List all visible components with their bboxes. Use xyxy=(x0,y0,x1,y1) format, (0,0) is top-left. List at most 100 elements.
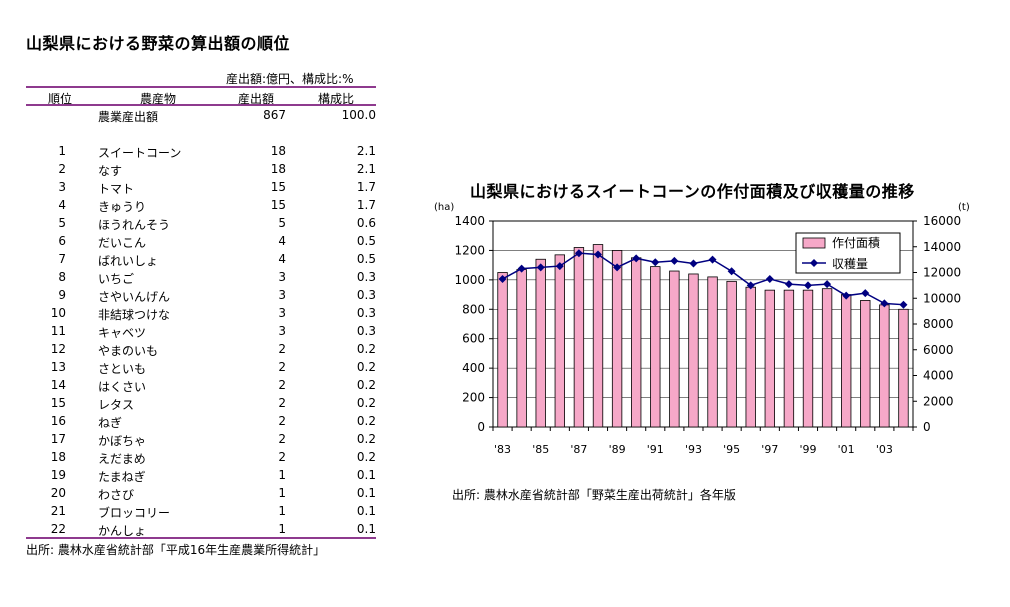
y-right-tick-label: 16000 xyxy=(923,214,961,228)
row-rank: 6 xyxy=(58,234,66,248)
row-value: 2 xyxy=(278,360,286,374)
row-rank: 14 xyxy=(50,378,66,392)
row-rank: 13 xyxy=(50,360,66,374)
line-point-'97 xyxy=(765,274,774,283)
y-right-tick-label: 8000 xyxy=(923,317,954,331)
row-name: きゅうり xyxy=(98,200,147,214)
row-rank: 17 xyxy=(50,432,66,446)
row-rank: 19 xyxy=(50,468,66,482)
row-name: いちご xyxy=(98,272,135,286)
table-row: 20 わさび 1 0.1 xyxy=(26,486,376,504)
row-name: たまねぎ xyxy=(98,470,146,484)
table-row: 9 さやいんげん 3 0.3 xyxy=(26,288,376,306)
x-tick-label: '83 xyxy=(494,443,511,456)
bar-'83 xyxy=(497,272,508,428)
row-name: ねぎ xyxy=(98,416,123,430)
y-right-tick-label: 0 xyxy=(923,420,931,434)
row-ratio: 0.6 xyxy=(356,216,376,230)
row-value: 2 xyxy=(278,378,286,392)
total-ratio: 100.0 xyxy=(341,108,376,122)
line-point-'85 xyxy=(536,263,545,272)
table-source: 出所: 農林水産省統計部「平成16年生産農業所得統計」 xyxy=(26,543,326,557)
row-name: ブロッコリー xyxy=(98,506,171,520)
row-value: 2 xyxy=(278,450,286,464)
bar-'86 xyxy=(554,254,565,428)
row-rank: 2 xyxy=(58,162,66,176)
row-ratio: 2.1 xyxy=(356,144,376,158)
bar-'03 xyxy=(879,304,890,428)
row-name: だいこん xyxy=(98,236,147,250)
table-row: 13 さといも 2 0.2 xyxy=(26,360,376,378)
row-name: かんしょ xyxy=(98,524,147,538)
y-left-tick-label: 1000 xyxy=(454,273,485,287)
y-left-tick-label: 200 xyxy=(462,391,485,405)
row-rank: 10 xyxy=(50,306,66,320)
row-ratio: 0.3 xyxy=(356,324,376,338)
y-left-tick-label: 800 xyxy=(462,302,485,316)
table-title: 山梨県における野菜の算出額の順位 xyxy=(26,34,291,53)
row-value: 4 xyxy=(278,252,286,266)
line-point-'00 xyxy=(823,280,832,289)
row-ratio: 2.1 xyxy=(356,162,376,176)
x-tick-label: '87 xyxy=(570,443,587,456)
table-row: 18 えだまめ 2 0.2 xyxy=(26,450,376,468)
line-point-'83 xyxy=(498,274,507,283)
row-value: 5 xyxy=(278,216,286,230)
row-ratio: 0.5 xyxy=(356,252,376,266)
line-point-'96 xyxy=(746,281,755,290)
row-name: えだまめ xyxy=(98,452,146,466)
y-left-unit: (ha) xyxy=(434,202,454,213)
row-ratio: 1.7 xyxy=(356,198,376,212)
line-point-'92 xyxy=(670,256,679,265)
line-path xyxy=(502,252,904,306)
table-row: 4 きゅうり 15 1.7 xyxy=(26,198,376,216)
y-right-unit: (t) xyxy=(958,202,970,213)
table-row: 1 スイートコーン 18 2.1 xyxy=(26,144,376,162)
line-point-'01 xyxy=(842,291,851,300)
row-ratio: 0.2 xyxy=(356,378,376,392)
y-right-tick-label: 2000 xyxy=(923,394,954,408)
row-ratio: 0.2 xyxy=(356,360,376,374)
row-name: さやいんげん xyxy=(98,290,171,304)
table-row: 7 ばれいしょ 4 0.5 xyxy=(26,252,376,270)
y-right-tick-label: 6000 xyxy=(923,343,954,357)
legend-line-label: 収穫量 xyxy=(832,257,868,271)
bar-'84 xyxy=(516,269,527,428)
row-rank: 9 xyxy=(58,288,66,302)
line-point-'90 xyxy=(632,254,641,263)
y-left-tick-label: 0 xyxy=(477,420,485,434)
row-ratio: 0.2 xyxy=(356,414,376,428)
row-ratio: 0.2 xyxy=(356,432,376,446)
row-value: 15 xyxy=(270,198,286,212)
legend: 作付面積 収穫量 xyxy=(795,232,901,274)
bar-'02 xyxy=(860,300,871,428)
row-value: 2 xyxy=(278,432,286,446)
row-value: 3 xyxy=(278,288,286,302)
line-point-'03 xyxy=(880,299,889,308)
row-value: 4 xyxy=(278,234,286,248)
table-row: 22 かんしょ 1 0.1 xyxy=(26,522,376,540)
row-value: 15 xyxy=(270,180,286,194)
table-row: 14 はくさい 2 0.2 xyxy=(26,378,376,396)
row-rank: 18 xyxy=(50,450,66,464)
total-value: 867 xyxy=(263,108,286,122)
x-tick-label: '01 xyxy=(838,443,855,456)
bar-'04 xyxy=(898,308,909,428)
row-name: はくさい xyxy=(98,380,147,394)
row-name: かぼちゃ xyxy=(98,434,147,448)
row-rank: 12 xyxy=(50,342,66,356)
table-row: 10 非結球つけな 3 0.3 xyxy=(26,306,376,324)
bar-'90 xyxy=(631,257,642,428)
line-point-'99 xyxy=(804,281,812,290)
bar-'98 xyxy=(783,289,795,428)
x-tick-label: '97 xyxy=(761,443,778,456)
legend-line-marker xyxy=(810,259,818,267)
line-point-'95 xyxy=(727,267,736,276)
table-header-rule xyxy=(26,104,376,106)
row-value: 3 xyxy=(278,306,286,320)
row-ratio: 0.1 xyxy=(356,486,376,500)
header-value: 産出額 xyxy=(238,92,275,106)
line-point-'02 xyxy=(861,289,870,298)
row-ratio: 0.1 xyxy=(356,504,376,518)
table-row: 15 レタス 2 0.2 xyxy=(26,396,376,414)
